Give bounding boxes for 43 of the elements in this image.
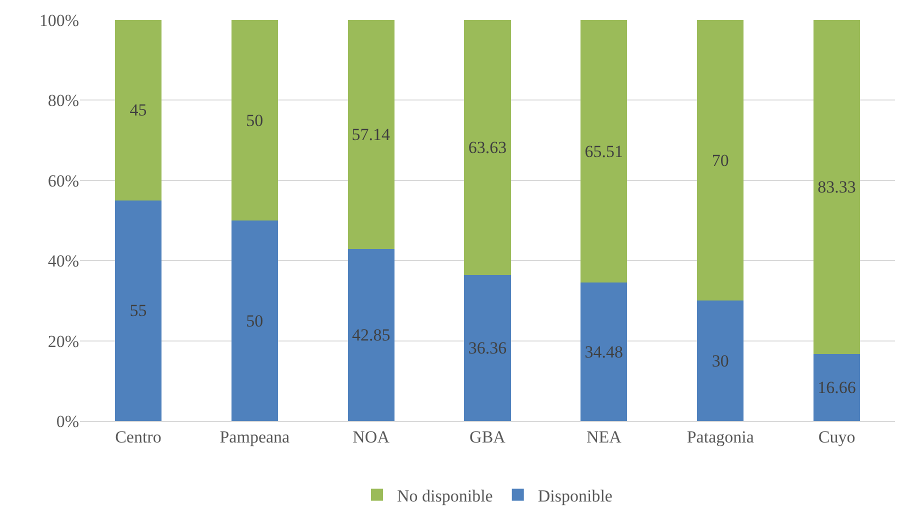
- y-tick-label: 100%: [39, 10, 79, 30]
- bar: [464, 275, 511, 421]
- x-tick-label: NOA: [352, 427, 390, 446]
- bar: [231, 220, 278, 421]
- bar: [114, 20, 162, 200]
- data-label: 65.51: [584, 142, 624, 161]
- bar: [580, 282, 628, 421]
- data-label: 50: [246, 110, 264, 130]
- x-tick-label: Patagonia: [686, 427, 754, 446]
- bar: [348, 249, 394, 421]
- data-label: 34.48: [584, 342, 624, 362]
- x-tick-label: GBA: [470, 427, 506, 446]
- data-label: 36.36: [468, 338, 507, 358]
- data-label: 42.85: [352, 326, 390, 345]
- x-tick-label: Centro: [115, 427, 162, 446]
- data-label: 50: [246, 311, 264, 330]
- bar: [348, 20, 394, 250]
- y-tick-label: 80%: [48, 91, 79, 110]
- bar: [814, 20, 860, 354]
- bar: [814, 354, 860, 421]
- data-label: 16.66: [818, 378, 856, 398]
- x-tick-label: Pampeana: [220, 427, 290, 446]
- bar: [580, 20, 628, 283]
- y-tick-label: 20%: [48, 332, 79, 351]
- legend-label: Disponible: [538, 486, 612, 506]
- data-label: 70: [712, 150, 729, 170]
- data-label: 83.33: [818, 178, 856, 197]
- data-label: 55: [130, 301, 147, 320]
- y-tick-label: 40%: [48, 252, 79, 271]
- bar: [231, 20, 278, 220]
- bar: [464, 20, 511, 276]
- data-label: 63.63: [468, 138, 507, 158]
- bar: [697, 300, 744, 421]
- x-tick-label: NEA: [586, 427, 622, 446]
- data-label: 57.14: [352, 125, 390, 144]
- data-label: 30: [712, 351, 729, 370]
- bar: [114, 200, 162, 421]
- legend-label: No disponible: [397, 486, 493, 506]
- y-tick-label: 60%: [48, 171, 79, 190]
- x-tick-label: Cuyo: [818, 427, 856, 446]
- y-tick-label: 0%: [56, 412, 79, 431]
- data-label: 45: [130, 100, 147, 120]
- bar: [697, 20, 744, 301]
